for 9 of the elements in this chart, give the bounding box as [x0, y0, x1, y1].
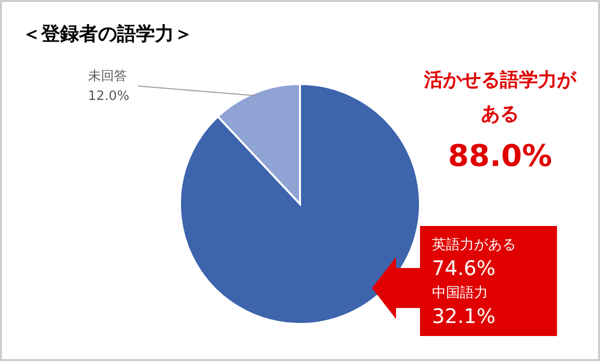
slice-label: 未回答: [88, 69, 127, 84]
text: 中国語力: [432, 285, 488, 301]
chart-title: ＜登録者の語学力＞: [22, 23, 193, 45]
text: 74.6%: [432, 256, 496, 280]
text: 32.1%: [432, 304, 496, 328]
slice-label: 活かせる語学力がある: [423, 69, 577, 125]
text: 英語力がある: [432, 237, 516, 253]
data-label: 12.0%: [88, 89, 130, 104]
data-label: 88.0%: [448, 139, 552, 174]
